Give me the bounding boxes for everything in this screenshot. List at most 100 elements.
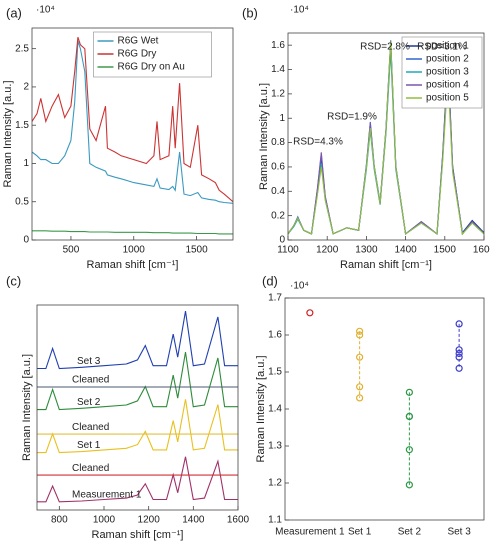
- y-axis-label: Raman Intensity [a.u.]: [21, 354, 33, 461]
- annotation: RSD=3.1%: [417, 42, 467, 53]
- x-tick-label: Set 2: [398, 527, 422, 538]
- plot-area: [37, 311, 238, 503]
- axes-frame: [36, 304, 239, 511]
- dot: [356, 331, 364, 339]
- trace-label: Set 3: [77, 356, 101, 367]
- x-tick-label: 1200: [138, 515, 161, 526]
- axis-multiplier: ·10⁴: [290, 5, 309, 16]
- axes-frame: [31, 27, 234, 241]
- y-tick-label: 0.5: [15, 196, 29, 207]
- y-tick-label: 1.7: [268, 293, 282, 304]
- axes-frame: [284, 297, 485, 521]
- y-tick-label: 1.2: [268, 478, 282, 489]
- x-tick-label: 1000: [123, 245, 146, 256]
- y-tick-label: 1.1: [268, 515, 282, 526]
- x-tick-label: 1200: [316, 245, 339, 256]
- dot: [405, 412, 413, 420]
- legend-label: R6G Dry: [118, 49, 157, 60]
- legend-label: position 2: [426, 54, 469, 65]
- data-line: [37, 456, 238, 503]
- annotation: RSD=2.8%: [360, 42, 410, 53]
- dot: [356, 353, 364, 361]
- trace-label: Cleaned: [72, 422, 109, 433]
- annotation: RSD=1.9%: [327, 112, 377, 123]
- y-tick-label: 0.6: [271, 162, 285, 173]
- x-tick-label: Set 1: [348, 527, 372, 538]
- x-tick-label: 1500: [185, 245, 208, 256]
- axis-multiplier: ·10⁴: [36, 5, 55, 16]
- data-line: [32, 230, 233, 235]
- x-axis-label: Raman shift [cm⁻¹]: [92, 529, 184, 541]
- y-tick-label: 1.5: [268, 367, 282, 378]
- x-tick-label: 1500: [434, 245, 457, 256]
- y-tick-label: 1.6: [268, 330, 282, 341]
- plot-area: [32, 37, 233, 235]
- dot: [455, 349, 463, 358]
- x-tick-label: 1600: [227, 515, 250, 526]
- legend-label: R6G Dry on Au: [118, 62, 185, 73]
- dot: [306, 309, 314, 317]
- legend-label: position 5: [426, 93, 469, 104]
- trace-label: Cleaned: [72, 375, 109, 386]
- dot: [455, 320, 463, 328]
- x-tick-label: 1000: [93, 515, 116, 526]
- data-line: [37, 352, 238, 411]
- y-tick-label: 2.5: [15, 43, 29, 54]
- axes-frame: [287, 32, 485, 241]
- data-line: [32, 37, 233, 203]
- dot: [405, 388, 413, 396]
- trace-label: Measurement 1: [72, 489, 142, 500]
- data-line: [37, 311, 238, 370]
- y-tick-label: 0.4: [271, 186, 285, 197]
- y-axis-label: Raman Intensity [a.u.]: [258, 83, 270, 190]
- y-tick-label: 2: [23, 82, 29, 93]
- y-tick-label: 0.8: [271, 137, 285, 148]
- axis-multiplier: ·10⁴: [290, 281, 309, 292]
- y-tick-label: 1.6: [271, 40, 285, 51]
- y-tick-label: 0: [23, 235, 29, 246]
- dot: [455, 353, 463, 361]
- legend-box: [401, 36, 483, 109]
- y-tick-label: 1.4: [271, 64, 285, 75]
- y-tick-label: 0.2: [271, 210, 285, 221]
- dot: [405, 481, 413, 489]
- panel-label: (d): [262, 273, 278, 288]
- y-tick-label: 1.2: [271, 89, 285, 100]
- y-axis-label: Raman Intensity [a.u.]: [2, 81, 14, 188]
- x-tick-label: 1100: [277, 245, 299, 256]
- y-tick-label: 0: [279, 235, 285, 246]
- panel-label: (a): [6, 5, 22, 20]
- dot: [356, 394, 364, 402]
- y-tick-label: 1: [23, 158, 29, 169]
- dot: [455, 364, 463, 372]
- y-tick-label: 1.5: [15, 120, 29, 131]
- panel-label: (c): [6, 273, 21, 288]
- x-tick-label: 1400: [182, 515, 205, 526]
- dot: [405, 446, 413, 454]
- legend-label: position 3: [426, 67, 469, 78]
- legend-label: position 4: [426, 80, 469, 91]
- x-axis-label: Raman shift [cm⁻¹]: [87, 259, 179, 271]
- trace-label: Cleaned: [72, 463, 109, 474]
- annotation: RSD=4.3%: [293, 137, 343, 148]
- x-tick-label: 1400: [394, 245, 417, 256]
- panel-label: (b): [242, 5, 258, 20]
- x-tick-label: 1300: [355, 245, 378, 256]
- dot: [455, 346, 463, 354]
- trace-label: Set 1: [77, 440, 101, 451]
- y-tick-label: 1.4: [268, 404, 282, 415]
- data-line: [32, 40, 233, 204]
- legend-label: R6G Wet: [118, 36, 159, 47]
- trace-label: Set 2: [77, 397, 101, 408]
- dot: [356, 383, 364, 391]
- x-tick-label: Measurement 1: [275, 527, 345, 538]
- x-axis-label: Raman shift [cm⁻¹]: [340, 259, 432, 271]
- y-tick-label: 1: [279, 113, 285, 124]
- y-tick-label: 1.3: [268, 441, 282, 452]
- x-tick-label: 800: [51, 515, 68, 526]
- legend-label: position 1: [426, 41, 469, 52]
- y-axis-label: Raman Intensity [a.u.]: [255, 356, 267, 463]
- data-line: [37, 399, 238, 454]
- x-tick-label: Set 3: [447, 527, 471, 538]
